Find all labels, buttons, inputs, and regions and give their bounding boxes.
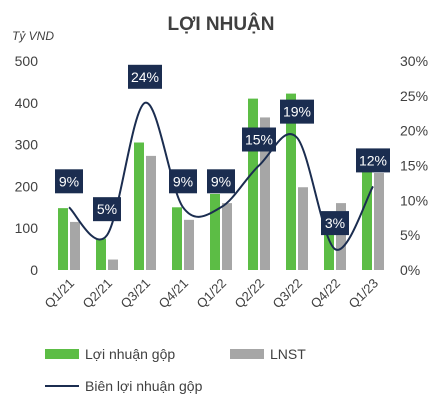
chart-title: LỢI NHUẬN <box>168 13 275 35</box>
margin-label: 9% <box>173 173 193 189</box>
x-axis-ticks: Q1/21 Q2/21 Q3/21 Q4/21 Q1/22 Q2/22 Q3/22 Q4/22… <box>41 276 381 312</box>
bar-lnst <box>108 259 118 270</box>
margin-label: 15% <box>245 132 273 148</box>
right-axis-ticks: 0% 5% 10% 15% 20% 25% 30% <box>400 53 428 278</box>
legend-swatch-gross-profit <box>45 349 79 359</box>
margin-label-box <box>356 148 390 173</box>
right-tick-label: 5% <box>400 227 420 243</box>
legend-label-lnst: LNST <box>270 346 306 362</box>
bar-gross-profit <box>362 168 372 270</box>
bar-lnst <box>374 173 384 270</box>
bar-lnst <box>184 219 194 270</box>
legend-label-gross-margin: Biên lợi nhuận gộp <box>85 378 203 394</box>
x-tick-label: Q1/23 <box>345 276 381 312</box>
left-tick-label: 200 <box>15 178 39 194</box>
bar-gross-profit <box>210 193 220 270</box>
right-tick-label: 25% <box>400 88 428 104</box>
legend-label-gross-profit: Lợi nhuận gộp <box>85 346 176 362</box>
x-tick-label: Q2/21 <box>79 276 115 312</box>
margin-labels: 9% 5% 24% 9% 9% 15% 19% 3% 12% <box>55 64 390 236</box>
bar-gross-profit <box>58 208 68 270</box>
margin-label: 9% <box>211 173 231 189</box>
bar-lnst <box>260 117 270 271</box>
left-tick-label: 500 <box>15 53 39 69</box>
legend-swatch-gross-margin <box>45 385 79 387</box>
left-tick-label: 300 <box>15 137 39 153</box>
right-tick-label: 0% <box>400 262 420 278</box>
bar-lnst <box>336 203 346 270</box>
x-tick-label: Q4/21 <box>155 276 191 312</box>
margin-label: 24% <box>131 69 159 85</box>
margin-label: 5% <box>97 201 117 217</box>
left-axis-ticks: 0 100 200 300 400 500 <box>15 53 39 278</box>
legend-swatch-lnst <box>230 349 264 359</box>
margin-label-box <box>242 127 276 152</box>
legend-item-lnst: LNST <box>230 346 306 362</box>
margin-label-box <box>321 211 349 236</box>
x-tick-label: Q1/22 <box>193 276 229 312</box>
x-tick-label: Q3/21 <box>117 276 153 312</box>
left-tick-label: 400 <box>15 95 39 111</box>
margin-label: 9% <box>59 173 79 189</box>
bar-lnst <box>70 221 80 270</box>
bar-lnst <box>146 155 156 270</box>
x-tick-label: Q1/21 <box>41 276 77 312</box>
bar-gross-profit <box>324 234 334 270</box>
legend-item-gross-margin: Biên lợi nhuận gộp <box>45 378 202 394</box>
x-tick-label: Q3/22 <box>269 276 305 312</box>
bar-gross-profit <box>134 142 144 270</box>
margin-label-box <box>55 169 83 194</box>
right-tick-label: 10% <box>400 192 428 208</box>
bar-gross-profit <box>286 93 296 270</box>
legend-item-gross-profit: Lợi nhuận gộp <box>45 346 175 362</box>
left-tick-label: 0 <box>30 262 38 278</box>
margin-label-box <box>128 64 162 89</box>
y-unit-label: Tỷ VND <box>12 29 54 43</box>
margin-label: 3% <box>325 215 345 231</box>
right-tick-label: 20% <box>400 123 428 139</box>
margin-label: 12% <box>359 152 387 168</box>
margin-label-box <box>93 197 121 222</box>
bars <box>58 93 384 271</box>
margin-label-box <box>280 99 314 124</box>
margin-label: 19% <box>283 104 311 120</box>
left-tick-label: 100 <box>15 220 39 236</box>
x-tick-label: Q2/22 <box>231 276 267 312</box>
right-tick-label: 15% <box>400 158 428 174</box>
bar-lnst <box>222 203 232 270</box>
margin-label-box <box>207 169 235 194</box>
bar-gross-profit <box>96 238 106 270</box>
bar-gross-profit <box>248 98 258 271</box>
right-tick-label: 30% <box>400 53 428 69</box>
bar-gross-profit <box>172 207 182 270</box>
bar-lnst <box>298 187 308 270</box>
x-tick-label: Q4/22 <box>307 276 343 312</box>
margin-label-box <box>169 169 197 194</box>
